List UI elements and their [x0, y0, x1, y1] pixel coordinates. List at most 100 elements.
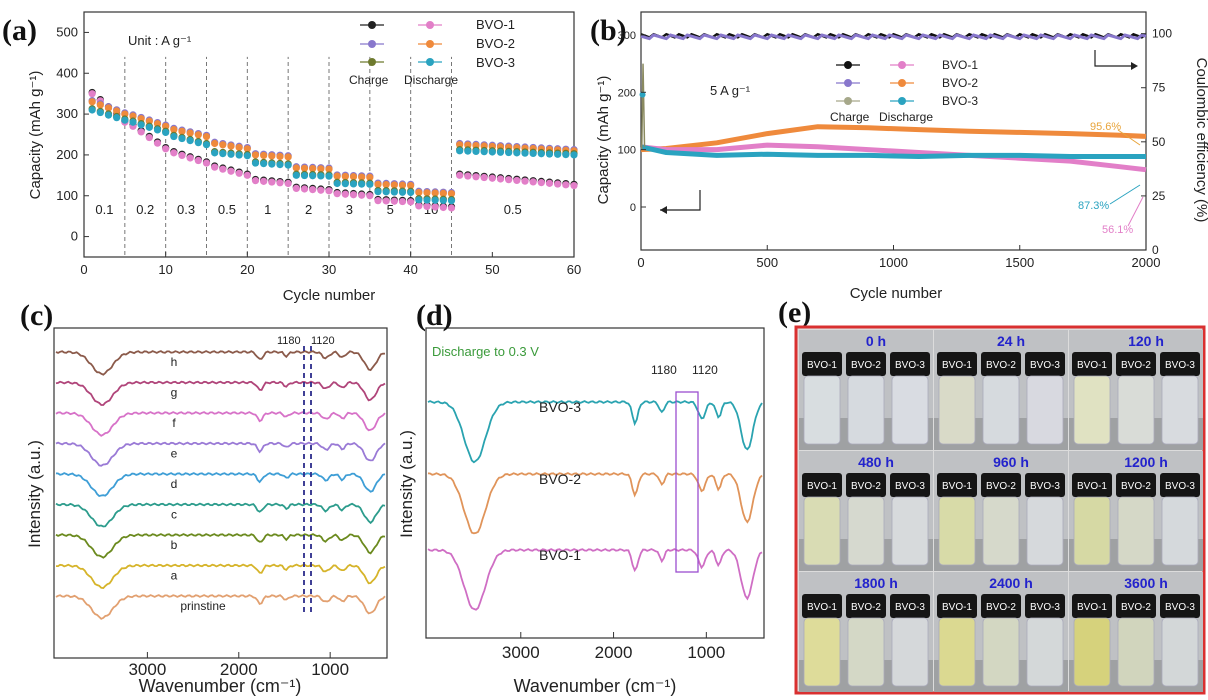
vial-label: BVO-1	[1077, 602, 1107, 613]
spectrum-label-a: a	[171, 569, 178, 583]
vial-cap	[802, 473, 842, 497]
x-tick-label: 1000	[879, 255, 908, 270]
discharge-point	[390, 188, 398, 196]
vial-label: BVO-3	[1030, 360, 1060, 371]
legend-a-bvo1-discharge	[426, 21, 434, 29]
discharge-point	[562, 181, 570, 189]
discharge-point	[202, 132, 211, 141]
vial-cap	[1160, 473, 1200, 497]
legend-a-name-1: BVO-1	[476, 17, 515, 32]
vial-label: BVO-1	[1077, 360, 1107, 371]
panel-d-x-label: Wavenumber (cm⁻¹)	[514, 676, 677, 696]
discharge-point	[235, 169, 243, 177]
discharge-point	[366, 173, 374, 181]
discharge-point	[96, 101, 104, 109]
panel-c: (c) h g f e d c b a prinstine 1180 1120 3000 2000…	[20, 299, 388, 696]
discharge-point	[439, 203, 447, 212]
vial-liquid	[1026, 617, 1064, 687]
panel-a-y-ticks: 0 100 200 300 400 500	[56, 24, 89, 244]
panel-a-y-label: Capacity (mAh g⁻¹)	[27, 71, 44, 200]
discharge-point	[431, 189, 439, 197]
vial-liquid	[1117, 617, 1155, 687]
x-tick-label: 1000	[311, 660, 349, 679]
spectrum-curve-f	[55, 411, 386, 437]
discharge-point	[113, 114, 121, 122]
y-tick-label: 500	[56, 24, 78, 39]
panel-e: (e) 0 h BVO-1 BVO-2 BVO-3 24 h BVO-1 BVO-2 BVO-…	[778, 296, 1206, 695]
photo-time-label: 120 h	[1128, 333, 1164, 349]
vial-liquid	[1073, 375, 1111, 445]
discharge-point	[325, 165, 333, 173]
vial-cap	[846, 594, 886, 618]
panel-a-letter: (a)	[2, 14, 37, 47]
discharge-point	[374, 197, 382, 205]
vial-cap	[1072, 473, 1112, 497]
spectrum-curve-h	[55, 350, 386, 376]
vial-cap	[981, 352, 1021, 376]
vial-label: BVO-2	[986, 360, 1016, 371]
retention-bvo3: 87.3%	[1078, 200, 1109, 212]
vial-cap	[1160, 352, 1200, 376]
vial-label: BVO-1	[807, 481, 837, 492]
photo-time-label: 480 h	[858, 454, 894, 470]
vial-cap	[890, 352, 930, 376]
panel-b-capacity-series	[639, 63, 1147, 173]
legend-a-bvo2-discharge	[426, 40, 434, 48]
discharge-point	[382, 197, 390, 205]
vial-liquid	[803, 496, 841, 566]
vial-label: BVO-2	[851, 481, 881, 492]
photo-time-label: 0 h	[866, 333, 886, 349]
vial-label: BVO-1	[942, 481, 972, 492]
rate-label: 5	[387, 202, 394, 217]
panel-c-spectra: h g f e d c b a prinstine	[55, 350, 386, 620]
panel-a: (a) Unit : A g⁻¹ 0.1 0.2 0.3 0.5 1 2 3 5 10 0.5 0…	[2, 11, 581, 304]
vial-label: BVO-3	[1030, 602, 1060, 613]
discharge-point	[513, 149, 521, 157]
discharge-point	[496, 175, 505, 183]
discharge-point	[529, 178, 537, 186]
x-tick-label: 40	[403, 262, 417, 277]
photo-time-label: 2400 h	[989, 575, 1033, 591]
discharge-point	[243, 145, 251, 153]
panel-b-left-arrow	[660, 190, 701, 211]
discharge-point	[300, 185, 309, 193]
spectrum-curve-c	[55, 502, 386, 528]
spectrum-label-bvo-2: BVO-2	[539, 471, 581, 487]
rate-label: 0.3	[177, 202, 195, 217]
capacity-line-bvo-1	[640, 142, 1147, 173]
x-tick-label: 3000	[502, 643, 540, 662]
discharge-point	[186, 154, 194, 162]
panel-d-spectra: BVO-3 BVO-2 BVO-1	[427, 399, 763, 611]
spectrum-label-bvo-3: BVO-3	[539, 399, 581, 415]
vial-label: BVO-3	[1165, 481, 1195, 492]
discharge-point	[488, 174, 496, 182]
panel-b: (b) 0 500 1000 1500 2000 0 100 200 300 0 25 50 75 1…	[590, 11, 1208, 302]
discharge-point	[521, 177, 529, 185]
panel-a-rate-labels: 0.1 0.2 0.3 0.5 1 2 3 5 10 0.5	[95, 202, 521, 217]
vial-liquid	[847, 375, 885, 445]
discharge-point	[407, 181, 415, 190]
vial-label: BVO-2	[1121, 481, 1151, 492]
y-tick-label: 200	[56, 147, 78, 162]
discharge-point	[227, 150, 235, 158]
panel-c-frame	[53, 327, 388, 659]
y2-tick-label: 0	[1152, 243, 1159, 257]
discharge-point	[529, 149, 537, 158]
panel-b-y-ticks: 0 100 200 300	[618, 30, 646, 214]
discharge-point	[309, 172, 317, 180]
panel-a-data-points	[88, 88, 578, 212]
spectrum-label-b: b	[171, 538, 178, 552]
legend-b-name-1: BVO-1	[942, 58, 978, 72]
panel-b-x-ticks: 0 500 1000 1500 2000	[637, 245, 1160, 270]
legend-a-bvo3-discharge	[426, 58, 434, 66]
discharge-point	[162, 128, 170, 137]
panel-d-frame	[425, 327, 765, 639]
vial-liquid	[938, 375, 976, 445]
discharge-point	[276, 152, 284, 161]
discharge-point	[309, 186, 317, 194]
discharge-point	[129, 118, 137, 126]
discharge-point	[390, 197, 398, 205]
discharge-point	[407, 198, 415, 206]
discharge-point	[292, 184, 300, 192]
vial-label: BVO-1	[942, 602, 972, 613]
